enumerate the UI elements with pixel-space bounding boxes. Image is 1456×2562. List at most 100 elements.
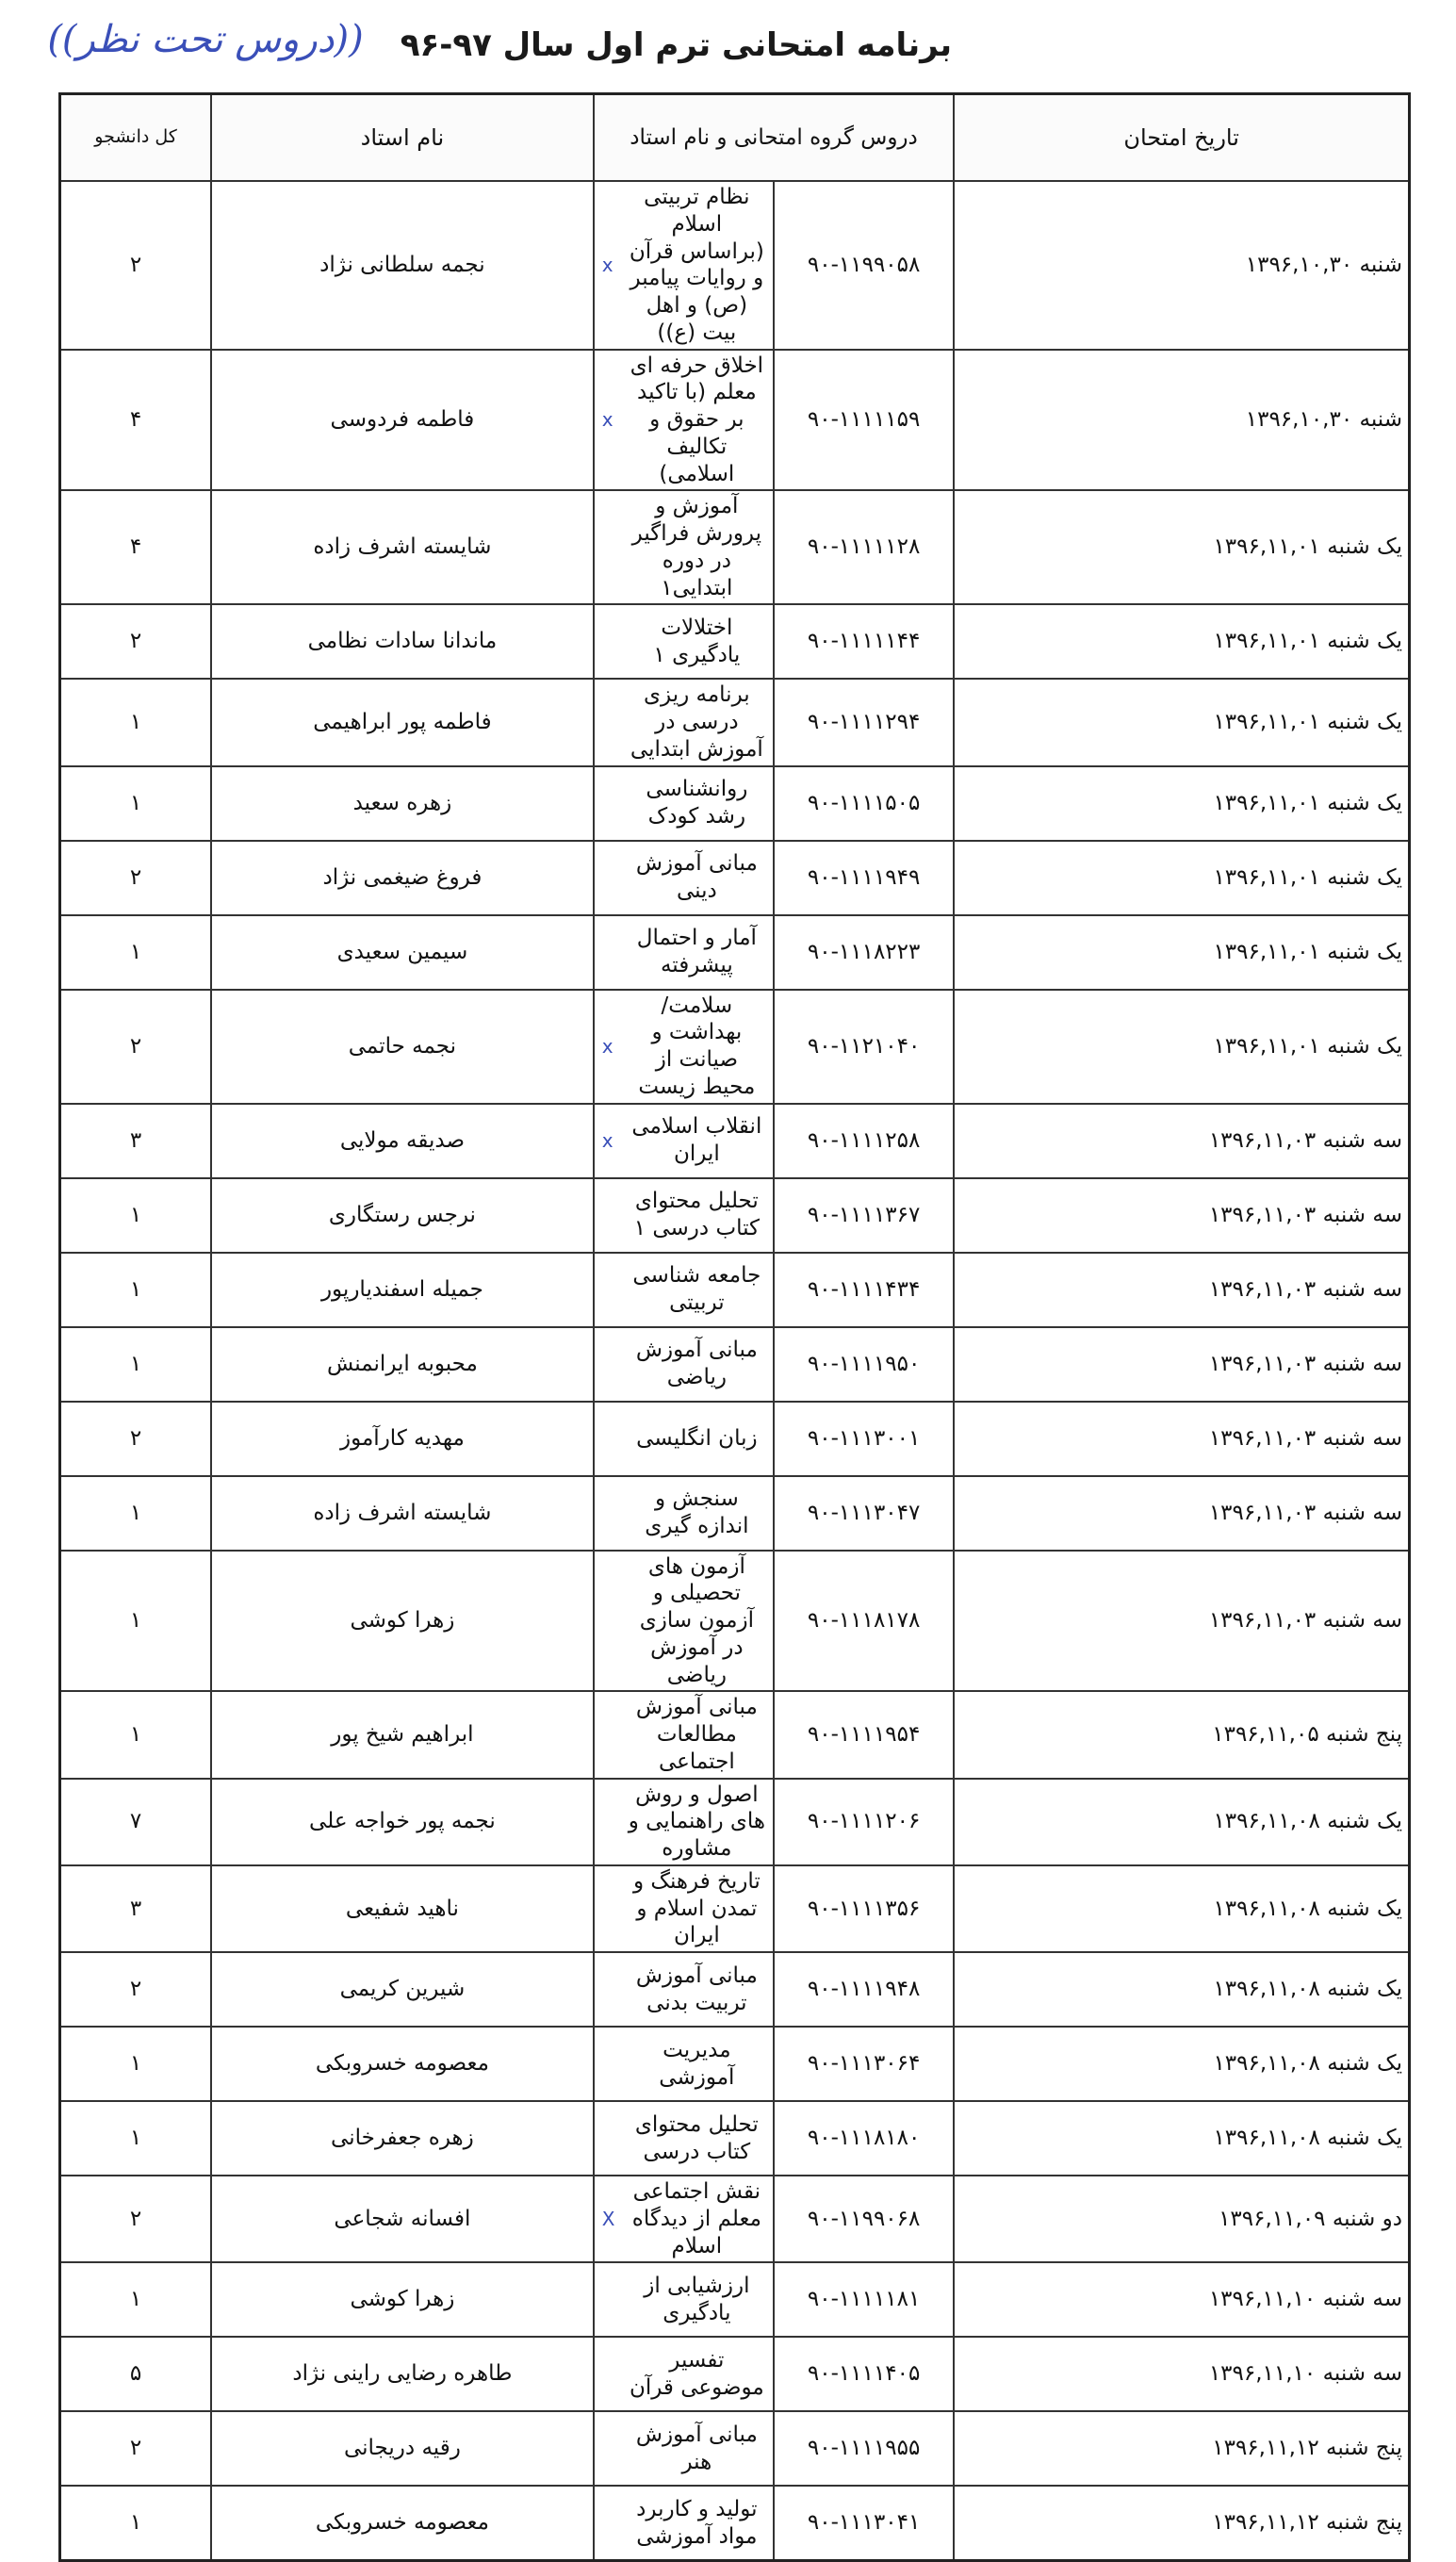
exam-date-text: دو شنبه ۱۳۹۶,۱۱,۰۹ — [1219, 2206, 1402, 2231]
teacher-name-text: زهره سعید — [352, 790, 452, 815]
table-row: سه شنبه ۱۳۹۶,۱۱,۰۳ ۹۰-۱۱۱۱۴۳۴ جامعه شناسی … — [58, 1251, 1411, 1328]
exam-date: یک شنبه ۱۳۹۶,۱۱,۰۱ — [953, 839, 1411, 916]
exam-date: یک شنبه ۱۳۹۶,۱۱,۰۱ — [953, 764, 1411, 842]
course-name: تاریخ فرهنگ و تمدن اسلام و ایران — [592, 1864, 776, 1954]
course-name: مبانی آموزش ریاضی — [592, 1325, 776, 1403]
course-name: مبانی آموزش دینی — [592, 839, 776, 916]
course-code: ۹۰-۱۱۱۳۰۴۷ — [772, 1474, 956, 1552]
exam-date-text: شنبه ۱۳۹۶,۱۰,۳۰ — [1245, 252, 1402, 277]
course-name-text: تفسیر موضوعی قرآن — [629, 2348, 764, 2400]
exam-date: یک شنبه ۱۳۹۶,۱۱,۰۱ — [953, 603, 1411, 681]
course-name: برنامه ریزی درسی در آموزش ابتدایی — [592, 678, 776, 767]
course-code-text: ۹۰-۱۱۹۹۰۵۸ — [807, 252, 921, 277]
exam-date-text: سه شنبه ۱۳۹۶,۱۱,۰۳ — [1208, 1351, 1402, 1376]
teacher-name-text: شیرین کریمی — [339, 1977, 466, 2002]
teacher-name: فاطمه فردوسی — [210, 348, 595, 492]
teacher-name-text: سیمین سعیدی — [336, 939, 468, 964]
check-mark-icon: x — [601, 1129, 613, 1152]
course-code: ۹۰-۱۱۱۱۹۴۹ — [772, 839, 956, 916]
page-title: برنامه امتحانی ترم اول سال ۹۷-۹۶ — [400, 26, 952, 64]
exam-date-text: یک شنبه ۱۳۹۶,۱۱,۰۸ — [1213, 1896, 1402, 1921]
course-code-text: ۹۰-۱۱۱۱۳۵۶ — [807, 1896, 921, 1921]
course-code-text: ۹۰-۱۱۹۹۰۶۸ — [807, 2206, 921, 2231]
course-code: ۹۰-۱۱۱۸۲۲۳ — [772, 913, 956, 991]
student-count: ۱ — [58, 1176, 213, 1254]
teacher-name: زهرا کوشی — [210, 2261, 595, 2339]
course-code: ۹۰-۱۱۱۸۱۸۰ — [772, 2100, 956, 2176]
table-row: سه شنبه ۱۳۹۶,۱۱,۰۳ ۹۰-۱۱۱۱۹۵۰ مبانی آموزش … — [58, 1325, 1411, 1403]
course-code-text: ۹۰-۱۱۱۱۱۵۹ — [807, 407, 921, 432]
teacher-name: ناهید شفیعی — [210, 1864, 595, 1954]
student-count-text: ۱ — [129, 1608, 142, 1633]
course-code-text: ۹۰-۱۱۱۱۴۳۴ — [807, 1276, 921, 1302]
student-count: ۲ — [58, 180, 213, 351]
table-row: یک شنبه ۱۳۹۶,۱۱,۰۸ ۹۰-۱۱۱۸۱۸۰ تحلیل محتوای… — [58, 2100, 1411, 2176]
course-code-text: ۹۰-۱۱۱۸۱۸۰ — [807, 2126, 921, 2151]
student-count: ۲ — [58, 1951, 213, 2028]
course-code: ۹۰-۱۱۱۱۳۶۷ — [772, 1176, 956, 1254]
table-row: یک شنبه ۱۳۹۶,۱۱,۰۸ ۹۰-۱۱۱۱۳۵۶ تاریخ فرهنگ … — [58, 1864, 1411, 1954]
student-count: ۵ — [58, 2336, 213, 2413]
course-name: سنجش و اندازه گیری — [592, 1474, 776, 1552]
course-code-text: ۹۰-۱۱۱۱۴۰۵ — [807, 2361, 921, 2387]
course-code-text: ۹۰-۱۱۱۱۱۸۱ — [807, 2287, 921, 2312]
course-name: مدیریت آموزشی — [592, 2026, 776, 2102]
course-code: ۹۰-۱۱۱۱۱۵۹ — [772, 348, 956, 492]
teacher-name-text: مهدیه کارآموز — [340, 1425, 465, 1451]
course-code: ۹۰-۱۱۱۱۳۵۶ — [772, 1864, 956, 1954]
table-row: پنج شنبه ۱۳۹۶,۱۱,۰۵ ۹۰-۱۱۱۱۹۵۴ مبانی آموزش… — [58, 1690, 1411, 1780]
teacher-name: زهره جعفرخانی — [210, 2100, 595, 2176]
student-count: ۳ — [58, 1864, 213, 1954]
exam-date-text: پنج شنبه ۱۳۹۶,۱۱,۱۲ — [1212, 2436, 1402, 2461]
table-row: پنج شنبه ۱۳۹۶,۱۱,۱۲ ۹۰-۱۱۱۱۹۵۵ مبانی آموزش… — [58, 2410, 1411, 2488]
course-name-text: سنجش و اندازه گیری — [645, 1486, 749, 1538]
student-count-text: ۲ — [129, 1033, 142, 1059]
table-row: سه شنبه ۱۳۹۶,۱۱,۰۳ ۹۰-۱۱۱۸۱۷۸ آزمون های تح… — [58, 1549, 1411, 1693]
exam-date-text: یک شنبه ۱۳۹۶,۱۱,۰۸ — [1213, 2126, 1402, 2151]
student-count-text: ۱ — [129, 2051, 142, 2077]
table-row: یک شنبه ۱۳۹۶,۱۱,۰۱ ۹۰-۱۱۱۱۱۴۴ اختلالات یاد… — [58, 603, 1411, 681]
exam-date-text: شنبه ۱۳۹۶,۱۰,۳۰ — [1245, 407, 1402, 432]
exam-date: پنج شنبه ۱۳۹۶,۱۱,۱۲ — [953, 2410, 1411, 2488]
course-code: ۹۰-۱۱۹۹۰۵۸ — [772, 180, 956, 351]
course-name-text: آمار و احتمال پیشرفته — [636, 926, 757, 977]
student-count-text: ۱ — [129, 790, 142, 815]
exam-date: یک شنبه ۱۳۹۶,۱۱,۰۸ — [953, 1777, 1411, 1866]
course-name-text: اختلالات یادگیری ۱ — [653, 616, 741, 667]
course-code: ۹۰-۱۱۱۳۰۴۱ — [772, 2485, 956, 2562]
course-code-text: ۹۰-۱۱۱۱۹۴۹ — [807, 864, 921, 890]
course-code-text: ۹۰-۱۱۱۸۱۷۸ — [807, 1608, 921, 1633]
table-row: سه شنبه ۱۳۹۶,۱۱,۰۳ ۹۰-۱۱۱۱۳۶۷ تحلیل محتوای… — [58, 1176, 1411, 1254]
course-code: ۹۰-۱۱۱۳۰۶۴ — [772, 2026, 956, 2102]
student-count: ۱ — [58, 1549, 213, 1693]
teacher-name-text: معصومه خسروبکی — [315, 2510, 489, 2536]
course-name: تفسیر موضوعی قرآن — [592, 2336, 776, 2413]
course-name-text: تحلیل محتوای کتاب درسی — [634, 2111, 759, 2164]
header-date: تاریخ امتحان — [953, 92, 1411, 182]
exam-date-text: یک شنبه ۱۳۹۶,۱۱,۰۸ — [1213, 1809, 1402, 1834]
course-code: ۹۰-۱۱۲۱۰۴۰ — [772, 988, 956, 1105]
course-code-text: ۹۰-۱۱۲۱۰۴۰ — [807, 1033, 921, 1059]
teacher-name-text: شایسته اشرف زاده — [313, 534, 492, 560]
teacher-name-text: طاهره رضایی راینی نژاد — [292, 2361, 513, 2387]
teacher-name-text: فاطمه پور ابراهیمی — [313, 710, 492, 734]
exam-date-text: پنج شنبه ۱۳۹۶,۱۱,۰۵ — [1212, 1722, 1402, 1747]
teacher-name: ابراهیم شیخ پور — [210, 1690, 595, 1780]
teacher-name: مهدیه کارآموز — [210, 1400, 595, 1477]
student-count-text: ۱ — [129, 1276, 142, 1302]
exam-date-text: یک شنبه ۱۳۹۶,۱۱,۰۱ — [1213, 790, 1402, 815]
course-code: ۹۰-۱۱۱۱۱۸۱ — [772, 2261, 956, 2339]
check-mark-icon: x — [601, 1035, 613, 1058]
course-code: ۹۰-۱۱۱۱۹۵۵ — [772, 2410, 956, 2488]
course-name: تحلیل محتوای کتاب درسی ۱ — [592, 1176, 776, 1254]
student-count: ۲ — [58, 988, 213, 1105]
student-count: ۲ — [58, 1400, 213, 1477]
exam-date-text: سه شنبه ۱۳۹۶,۱۱,۱۰ — [1208, 2361, 1402, 2387]
exam-date: سه شنبه ۱۳۹۶,۱۱,۰۳ — [953, 1400, 1411, 1477]
teacher-name: جمیله اسفندیارپور — [210, 1251, 595, 1328]
exam-date: سه شنبه ۱۳۹۶,۱۱,۰۳ — [953, 1549, 1411, 1693]
student-count: ۲ — [58, 839, 213, 916]
course-name-text: تولید و کاربرد مواد آموزشی — [636, 2497, 758, 2549]
exam-date: شنبه ۱۳۹۶,۱۰,۳۰ — [953, 180, 1411, 351]
course-name: تحلیل محتوای کتاب درسی — [592, 2100, 776, 2176]
